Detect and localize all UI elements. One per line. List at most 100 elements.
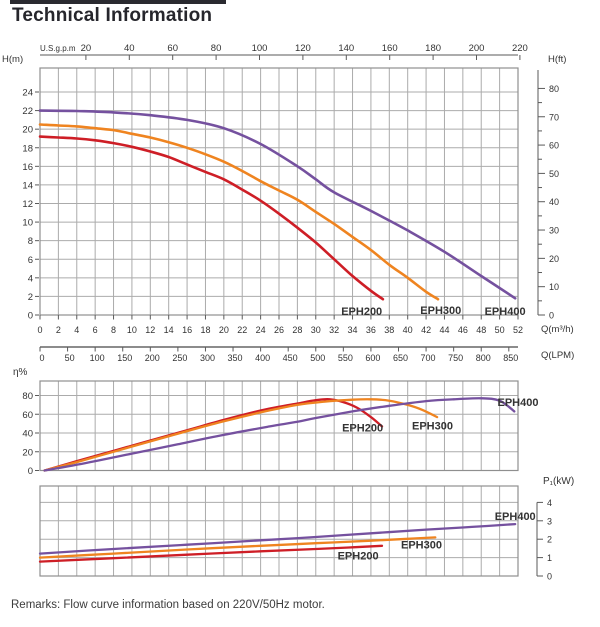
qm3h-tick-label: 50 bbox=[495, 325, 505, 335]
qm3h-tick-label: 26 bbox=[274, 325, 284, 335]
gpm-tick-label: 80 bbox=[211, 43, 222, 54]
qm3h-tick-label: 18 bbox=[200, 325, 210, 335]
qm3h-tick-label: 48 bbox=[476, 325, 486, 335]
curve-eph300 bbox=[38, 123, 440, 301]
head-extra-axes: 20 40 60 80 100 120 140 160 180 200 22001020304050… bbox=[37, 43, 559, 363]
head-left-tick-label: 2 bbox=[28, 292, 33, 303]
gpm-tick-label: 220 bbox=[512, 43, 528, 54]
gpm-tick-label: 100 bbox=[252, 43, 268, 54]
head-left-tick-label: 16 bbox=[22, 162, 33, 173]
hft-tick-label: 10 bbox=[549, 282, 559, 292]
qm3h-tick-label: 34 bbox=[348, 325, 358, 335]
eta-plot-border bbox=[39, 380, 519, 472]
qm3h-tick-label: 42 bbox=[421, 325, 431, 335]
remarks-text: Remarks: Flow curve information based on… bbox=[11, 599, 325, 611]
curve-label-eph200: EPH200 bbox=[341, 306, 382, 318]
power-plot-border bbox=[39, 485, 519, 577]
qm3h-tick-label: 28 bbox=[292, 325, 302, 335]
page-title: Technical Information bbox=[12, 5, 213, 26]
lpm-tick-label: 600 bbox=[365, 353, 380, 363]
curve-eph400 bbox=[43, 397, 516, 472]
eta-left-tick-label: 20 bbox=[22, 447, 33, 458]
qm3h-tick-label: 12 bbox=[145, 325, 155, 335]
qm3h-tick-label: 2 bbox=[56, 325, 61, 335]
top-axis-unit-label: U.S.g.p.m bbox=[40, 44, 76, 53]
gpm-tick-label: 140 bbox=[338, 43, 354, 54]
curve-label-eph400: EPH400 bbox=[495, 511, 536, 523]
lpm-tick-label: 250 bbox=[172, 353, 187, 363]
head-left-tick-label: 6 bbox=[28, 255, 33, 266]
qm3h-tick-label: 24 bbox=[256, 325, 266, 335]
curve-label-eph300: EPH300 bbox=[401, 539, 442, 551]
lpm-tick-label: 800 bbox=[476, 353, 491, 363]
qm3h-tick-label: 20 bbox=[219, 325, 229, 335]
curve-eph200 bbox=[38, 544, 384, 563]
curve-eph400 bbox=[38, 109, 517, 300]
qm3h-tick-label: 36 bbox=[366, 325, 376, 335]
hft-tick-label: 60 bbox=[549, 141, 559, 151]
top-edge-bar bbox=[10, 0, 226, 4]
power-right-tick-label: 4 bbox=[547, 498, 552, 508]
qm3h-tick-label: 32 bbox=[329, 325, 339, 335]
gpm-tick-label: 160 bbox=[382, 43, 398, 54]
eta-left-tick-label: 40 bbox=[22, 429, 33, 440]
head-left-unit-label: H(m) bbox=[2, 54, 24, 65]
lpm-tick-label: 750 bbox=[448, 353, 463, 363]
power-right-tick-label: 1 bbox=[547, 553, 552, 563]
curve-label-eph300: EPH300 bbox=[412, 421, 453, 433]
power-right-tick-label: 3 bbox=[547, 516, 552, 526]
lpm-tick-label: 450 bbox=[283, 353, 298, 363]
lpm-tick-label: 50 bbox=[65, 353, 75, 363]
qm3h-tick-label: 10 bbox=[127, 325, 137, 335]
eta-left-tick-label: 0 bbox=[28, 466, 33, 477]
qm3h-tick-label: 22 bbox=[237, 325, 247, 335]
lpm-tick-label: 350 bbox=[228, 353, 243, 363]
head-right-unit-label: H(ft) bbox=[548, 54, 567, 65]
hft-tick-label: 50 bbox=[549, 169, 559, 179]
head-left-tick-label: 22 bbox=[22, 106, 33, 117]
qm3h-tick-label: 4 bbox=[74, 325, 79, 335]
head-left-tick-label: 4 bbox=[28, 273, 33, 284]
head-left-tick-label: 24 bbox=[22, 88, 33, 99]
lpm-tick-label: 0 bbox=[39, 353, 44, 363]
qm3h-tick-label: 16 bbox=[182, 325, 192, 335]
curve-eph200 bbox=[38, 135, 385, 301]
gpm-tick-label: 200 bbox=[469, 43, 485, 54]
qm3h-tick-label: 38 bbox=[384, 325, 394, 335]
qm3h-tick-label: 40 bbox=[403, 325, 413, 335]
head-left-tick-label: 10 bbox=[22, 218, 33, 229]
eta-left-tick-label: 80 bbox=[22, 391, 33, 402]
head-left-tick-label: 18 bbox=[22, 143, 33, 154]
qm3h-tick-label: 14 bbox=[164, 325, 174, 335]
lpm-tick-label: 500 bbox=[310, 353, 325, 363]
power-chart: EPH200 EPH300 EPH400 0 1 2 3 4 bbox=[38, 485, 552, 582]
head-left-tick-label: 8 bbox=[28, 236, 33, 247]
curve-eph400 bbox=[38, 522, 517, 555]
gpm-tick-label: 60 bbox=[167, 43, 178, 54]
qm3h-tick-label: 30 bbox=[311, 325, 321, 335]
power-right-tick-label: 0 bbox=[547, 572, 552, 582]
head-left-tick-label: 20 bbox=[22, 125, 33, 136]
hft-tick-label: 0 bbox=[549, 311, 554, 321]
gpm-tick-label: 180 bbox=[425, 43, 441, 54]
gpm-tick-label: 120 bbox=[295, 43, 311, 54]
lpm-tick-label: 400 bbox=[255, 353, 270, 363]
power-right-tick-label: 2 bbox=[547, 535, 552, 545]
hft-tick-label: 70 bbox=[549, 112, 559, 122]
head-left-tick-label: 12 bbox=[22, 199, 33, 210]
lpm-tick-label: 150 bbox=[117, 353, 132, 363]
qm3h-tick-label: 44 bbox=[439, 325, 449, 335]
flow-m3h-unit-label: Q(m³/h) bbox=[541, 324, 574, 335]
hft-tick-label: 20 bbox=[549, 254, 559, 264]
lpm-tick-label: 650 bbox=[393, 353, 408, 363]
lpm-tick-label: 550 bbox=[338, 353, 353, 363]
power-unit-label: P₁(kW) bbox=[543, 476, 575, 487]
efficiency-unit-label: η% bbox=[13, 367, 28, 378]
head-left-tick-label: 14 bbox=[22, 180, 33, 191]
curve-label-eph200: EPH200 bbox=[338, 550, 379, 562]
curve-label-eph200: EPH200 bbox=[342, 422, 383, 434]
hft-tick-label: 30 bbox=[549, 226, 559, 236]
